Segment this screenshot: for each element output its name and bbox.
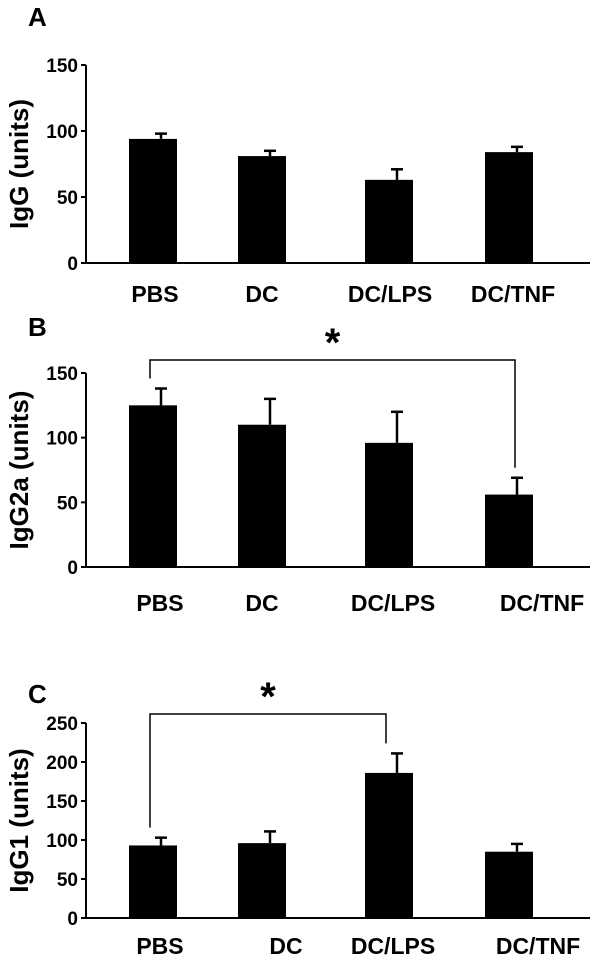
y-tick-label: 150 [46, 792, 78, 813]
category-label: PBS [136, 590, 183, 616]
bar-dc [238, 156, 286, 263]
y-tick-label: 100 [46, 429, 78, 450]
chart-panel-a: A IgG (units) 0 50 100 150 PBS DC DC/LPS DC/TNF [4, 2, 590, 307]
y-tick-label: 150 [46, 56, 78, 77]
bar-pbs [129, 845, 177, 918]
bar-dc-tnf [485, 851, 533, 918]
bar-dc-tnf [485, 152, 533, 263]
chart-panel-b: B IgG2a (units) 0 50 100 150 PBS DC DC/LPS DC/TNF… [4, 312, 590, 616]
category-label: PBS [131, 281, 178, 307]
y-tick-label: 0 [67, 558, 78, 579]
category-label: DC [245, 590, 278, 616]
category-label: PBS [136, 933, 183, 959]
bar-dc-lps [365, 442, 413, 567]
y-tick-label: 100 [46, 831, 78, 852]
bar-dc-lps [365, 772, 413, 918]
bar-pbs [129, 405, 177, 567]
y-axis-label: IgG (units) [4, 99, 34, 229]
category-label: DC [269, 933, 302, 959]
chart-panel-c: C IgG1 (units) 0 50 100 150 200 250 PBS DC DC/LPS D… [4, 675, 590, 959]
y-tick-label: 200 [46, 753, 78, 774]
category-label: DC/TNF [496, 933, 580, 959]
y-tick-label: 50 [57, 188, 78, 209]
bar-dc [238, 424, 286, 567]
significance-star: * [325, 321, 341, 365]
y-tick-label: 150 [46, 364, 78, 385]
category-label: DC [245, 281, 278, 307]
category-label: DC/TNF [471, 281, 555, 307]
significance-bracket [149, 713, 387, 828]
panel-letter: A [28, 2, 47, 32]
category-label: DC/LPS [351, 590, 435, 616]
significance-star: * [260, 675, 276, 719]
category-label: DC/TNF [500, 590, 584, 616]
panel-letter: C [28, 679, 47, 709]
y-tick-label: 100 [46, 122, 78, 143]
y-tick-label: 0 [67, 909, 78, 930]
category-label: DC/LPS [351, 933, 435, 959]
y-tick-label: 250 [46, 714, 78, 735]
y-axis-label: IgG2a (units) [4, 391, 34, 550]
category-label: DC/LPS [348, 281, 432, 307]
y-axis-label: IgG1 (units) [4, 748, 34, 892]
bar-dc-tnf [485, 494, 533, 567]
y-tick-label: 0 [67, 254, 78, 275]
bar-pbs [129, 138, 177, 263]
y-tick-label: 50 [57, 493, 78, 514]
bar-dc [238, 843, 286, 918]
panel-letter: B [28, 312, 47, 342]
significance-bracket [149, 359, 516, 468]
y-tick-label: 50 [57, 870, 78, 891]
bar-dc-lps [365, 179, 413, 263]
